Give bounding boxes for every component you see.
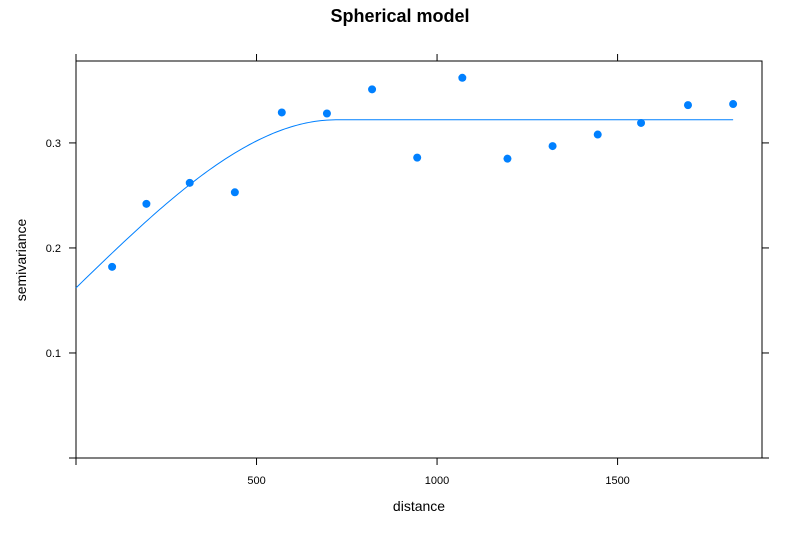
data-point — [277, 108, 286, 117]
data-point — [108, 262, 117, 271]
y-tick-label: 0.3 — [46, 138, 61, 150]
y-tick-label: 0.2 — [46, 243, 61, 255]
data-point — [185, 178, 194, 187]
data-point — [142, 199, 151, 208]
data-point — [503, 154, 512, 163]
plot-panel — [75, 60, 763, 459]
data-point — [593, 130, 602, 139]
chart-title: Spherical model — [330, 6, 469, 26]
data-point — [683, 101, 692, 110]
model-line-layer — [75, 119, 734, 289]
data-point — [548, 142, 557, 151]
x-tick-label: 1000 — [425, 475, 449, 487]
x-tick-label: 500 — [247, 475, 265, 487]
data-point — [230, 188, 239, 197]
data-point — [458, 73, 467, 82]
data-point — [729, 100, 738, 109]
y-tick-label: 0.1 — [46, 348, 61, 360]
data-point — [413, 153, 422, 162]
y-axis-label: semivariance — [13, 219, 29, 302]
x-tick-label: 1500 — [605, 475, 629, 487]
spherical-model-line — [75, 119, 734, 289]
data-point — [322, 109, 331, 118]
data-point — [368, 85, 377, 94]
axis-tick-labels: 500 1000 1500 0.1 0.2 0.3 — [46, 138, 630, 487]
x-axis-label: distance — [393, 498, 445, 514]
axis-ticks — [69, 54, 769, 465]
points-layer — [108, 73, 738, 271]
data-point — [637, 118, 646, 127]
